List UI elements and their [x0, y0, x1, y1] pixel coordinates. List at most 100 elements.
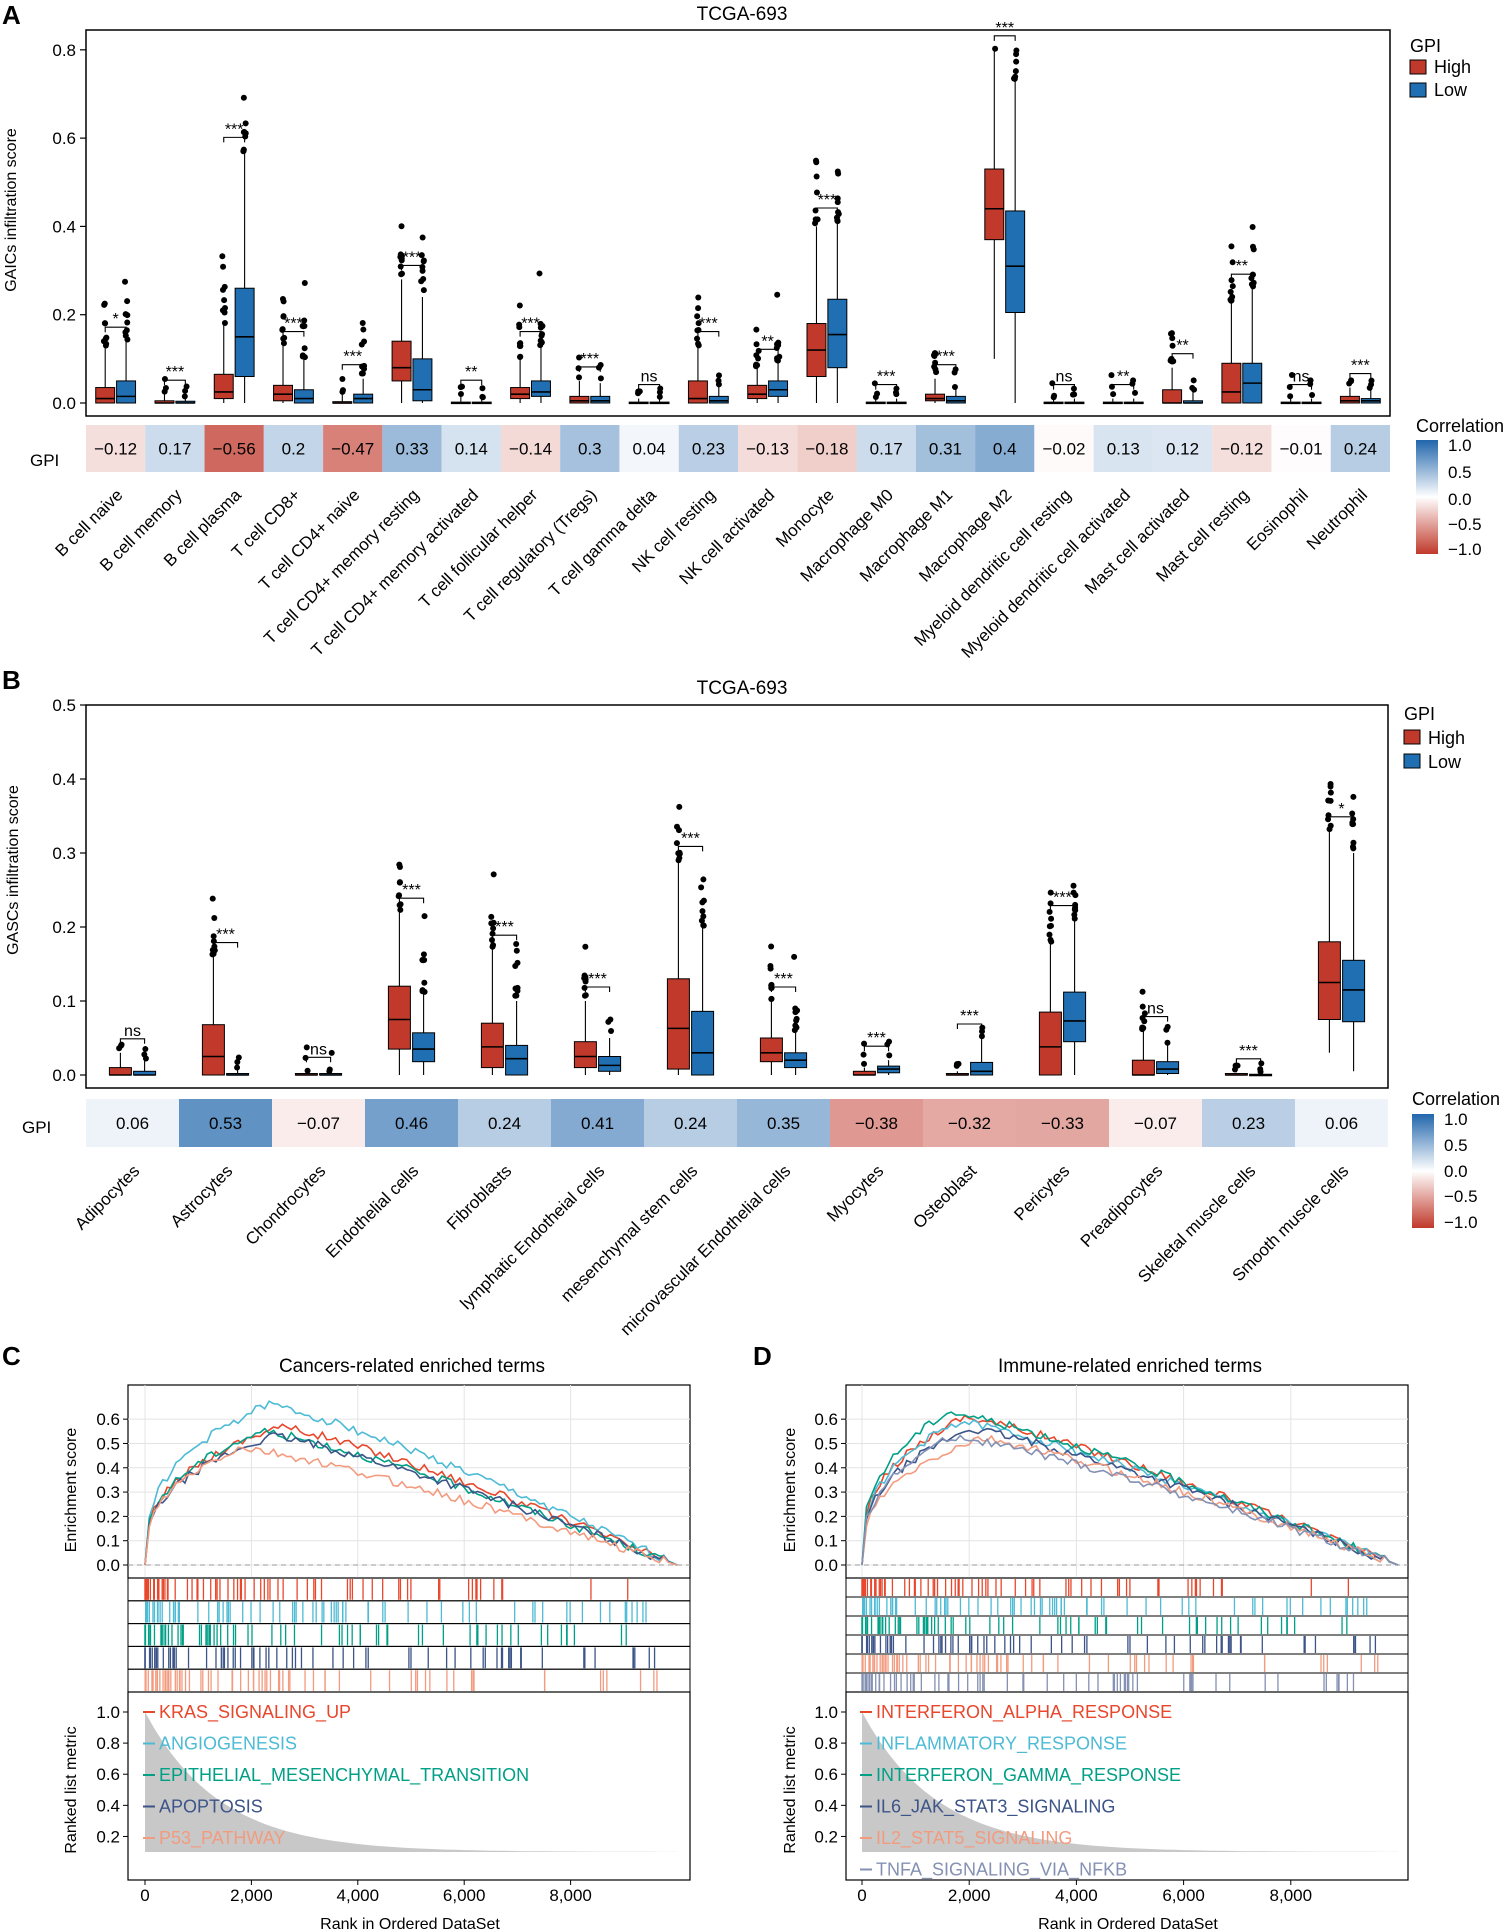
panel-b-sig-label: *** — [495, 919, 514, 936]
panel-a-outlier — [219, 253, 226, 260]
panel-a-corr-cell — [204, 425, 264, 472]
panel-a-box-high — [569, 395, 590, 404]
panel-c-ytick-label: 0.2 — [96, 1507, 120, 1526]
panel-a-sig-bracket — [1349, 372, 1372, 379]
panel-a-outlier — [695, 294, 702, 301]
panel-label-c: C — [2, 1341, 21, 1371]
panel-a-outlier — [1229, 259, 1236, 266]
panel-b-outlier — [608, 1027, 615, 1034]
panel-a-sig-bracket — [223, 136, 246, 143]
panel-b-outlier — [209, 951, 216, 958]
panel-a-outlier — [1288, 372, 1295, 379]
panel-a-outlier — [872, 393, 879, 400]
panel-c-legend-label: APOPTOSIS — [159, 1797, 263, 1817]
panel-b-outlier — [791, 953, 798, 960]
panel-a-sig-label: ** — [1236, 258, 1248, 275]
panel-a-sig-bracket — [1230, 273, 1253, 280]
panel-a-corr-value: 0.17 — [158, 440, 191, 459]
panel-c-ylabel2: Ranked list metric — [63, 1726, 80, 1853]
panel-b-sig-bracket — [119, 1038, 146, 1044]
panel-a-outlier — [280, 313, 287, 320]
panel-a-outlier — [457, 384, 464, 391]
panel-a-outlier — [1368, 377, 1375, 384]
panel-a-corr-cell — [856, 425, 916, 472]
panel-c-xtick-label: 4,000 — [337, 1886, 380, 1905]
panel-d-ytick2-label: 0.6 — [814, 1765, 838, 1784]
panel-b-sig-bracket — [956, 1023, 983, 1029]
panel-a-outlier — [695, 320, 702, 327]
panel-a-category-label: Eosinophil — [1243, 485, 1312, 554]
panel-b-sig-label: *** — [774, 971, 793, 988]
panel-b-box-high — [387, 985, 411, 1050]
panel-b-outlier — [421, 956, 428, 963]
panel-b-corr-value: 0.46 — [395, 1114, 428, 1133]
panel-d-ytick-label: 0.0 — [814, 1556, 838, 1575]
panel-a-outlier — [101, 320, 108, 327]
panel-d-xtick-label: 2,000 — [948, 1886, 991, 1905]
panel-a-outlier — [1286, 383, 1293, 390]
panel-a-corr-cell — [86, 425, 146, 472]
panel-c-es-line — [144, 1400, 678, 1566]
legend-b-low-swatch — [1403, 753, 1421, 769]
panel-a-outlier — [992, 45, 999, 52]
panel-d-legend-label: INTERFERON_GAMMA_RESPONSE — [876, 1765, 1181, 1786]
legend-a-low-swatch — [1409, 82, 1427, 98]
panel-c-legend-label: EPITHELIAL_MESENCHYMAL_TRANSITION — [159, 1765, 529, 1786]
panel-a-outlier — [537, 337, 544, 344]
panel-b-outlier — [421, 913, 428, 920]
panel-d-es-line — [861, 1414, 1399, 1566]
panel-a-corr-cell — [560, 425, 620, 472]
panel-a-box-high — [95, 387, 116, 404]
panel-c-ytick2-label: 0.4 — [96, 1796, 120, 1815]
panel-a-sig-bracket — [104, 326, 127, 333]
panel-a-corr-value: −0.12 — [94, 440, 137, 459]
panel-a-ytick-label: 0.8 — [52, 41, 76, 60]
panel-a-sig-bracket — [934, 364, 957, 370]
panel-c-es-frame — [127, 1384, 691, 1579]
panel-label-b: B — [2, 665, 21, 695]
colorbar-a-tick: −0.5 — [1448, 515, 1482, 534]
panel-b-outlier — [1047, 889, 1054, 896]
panel-a-ytick-label: 0.0 — [52, 394, 76, 413]
panel-b-box-high — [201, 1024, 225, 1076]
panel-b-outlier — [953, 1061, 960, 1068]
panel-b-outlier — [1350, 845, 1357, 852]
panel-a-outlier — [122, 329, 129, 336]
panel-b-box-high — [108, 1067, 132, 1076]
panel-a-corr-value: −0.56 — [213, 440, 256, 459]
panel-a-outlier — [517, 353, 524, 360]
panel-a-outlier — [339, 375, 346, 382]
panel-c-ytick-label: 0.1 — [96, 1532, 120, 1551]
panel-b-outlier — [490, 871, 497, 878]
panel-a-outlier — [774, 357, 781, 364]
panel-b-outlier — [861, 1040, 868, 1047]
panel-a-sig-label: *** — [284, 316, 303, 333]
panel-a-category-label: T cell gamma delta — [545, 485, 660, 600]
panel-a-sig-bracket — [1053, 384, 1075, 390]
panel-a-corr-cell — [915, 425, 976, 472]
panel-c-ytick-label: 0.6 — [96, 1410, 120, 1429]
panel-a-sig-label: ns — [1056, 369, 1073, 386]
panel-a-outlier — [220, 263, 227, 270]
panel-b-outlier — [979, 1024, 986, 1031]
panel-d-legend-label: INTERFERON_ALPHA_RESPONSE — [876, 1702, 1172, 1723]
panel-b-corr-value: 0.35 — [767, 1114, 800, 1133]
panel-a-outlier — [1167, 356, 1174, 363]
panel-a-sig-label: *** — [166, 364, 185, 381]
panel-b-outlier — [1232, 1062, 1239, 1069]
panel-a-category-label: T cell CD4+ naive — [255, 485, 363, 593]
panel-a-box-low — [1005, 210, 1026, 313]
panel-a-outlier — [301, 317, 308, 324]
panel-a-outlier — [695, 342, 702, 349]
panel-b-outlier — [886, 1052, 893, 1059]
panel-a-outlier — [1189, 384, 1196, 391]
colorbar-b-title: Correlation — [1412, 1089, 1500, 1109]
panel-b-corr-cell — [830, 1099, 923, 1147]
panel-a-sig-bracket — [519, 331, 542, 337]
panel-d-legend-label: IL6_JAK_STAT3_SIGNALING — [876, 1797, 1115, 1818]
panel-b-corr-cell — [458, 1099, 551, 1147]
panel-a-outlier — [1228, 277, 1235, 284]
panel-a-box-low — [116, 380, 137, 404]
panel-a-outlier — [1049, 380, 1056, 387]
panel-a-box-high — [984, 168, 1005, 241]
